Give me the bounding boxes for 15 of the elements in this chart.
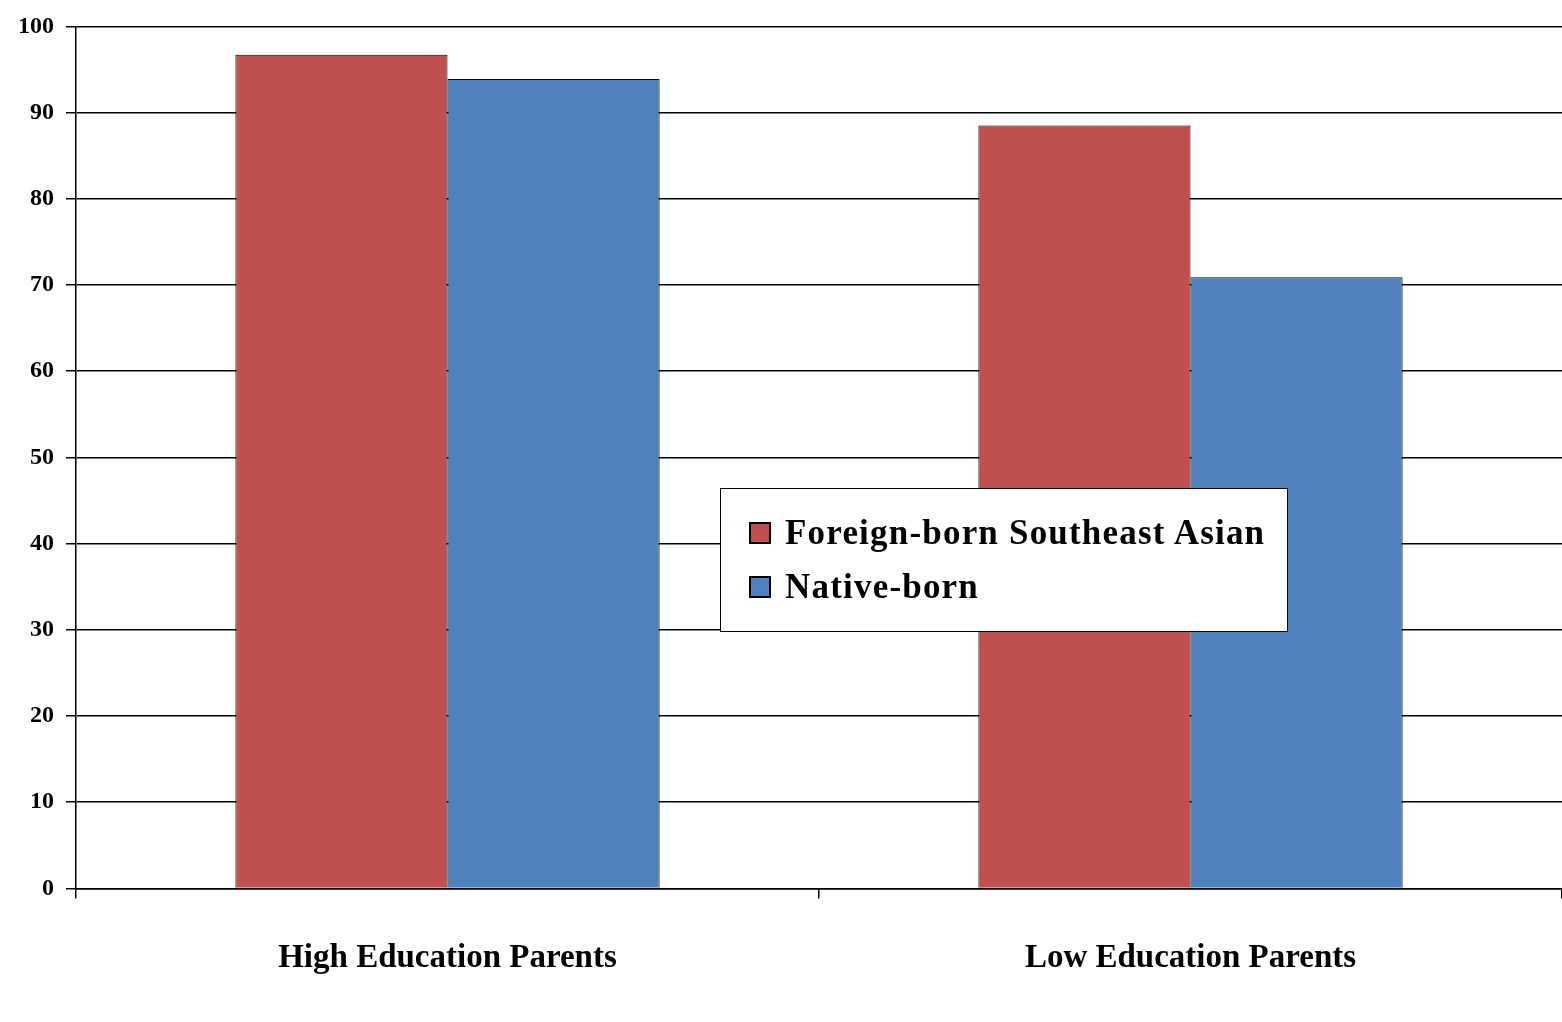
y-tick-label: 50 xyxy=(30,442,54,469)
y-tick-label: 100 xyxy=(18,11,54,38)
y-tick-label: 10 xyxy=(30,787,54,814)
y-tick-label: 0 xyxy=(42,873,54,900)
legend-label: Native-born xyxy=(785,567,980,607)
legend-label: Foreign-born Southeast Asian xyxy=(785,513,1266,553)
y-tick-label: 80 xyxy=(30,184,54,210)
y-tick-label: 30 xyxy=(30,615,54,641)
y-tick-label: 40 xyxy=(30,528,54,555)
x-tick-label: Low Education Parents xyxy=(1024,937,1357,974)
y-tick-label: 70 xyxy=(30,270,54,297)
x-tick-label: High Education Parents xyxy=(278,937,617,974)
y-tick-label: 90 xyxy=(30,97,54,124)
y-tick-label: 20 xyxy=(30,701,54,728)
y-tick-label: 60 xyxy=(30,356,54,383)
